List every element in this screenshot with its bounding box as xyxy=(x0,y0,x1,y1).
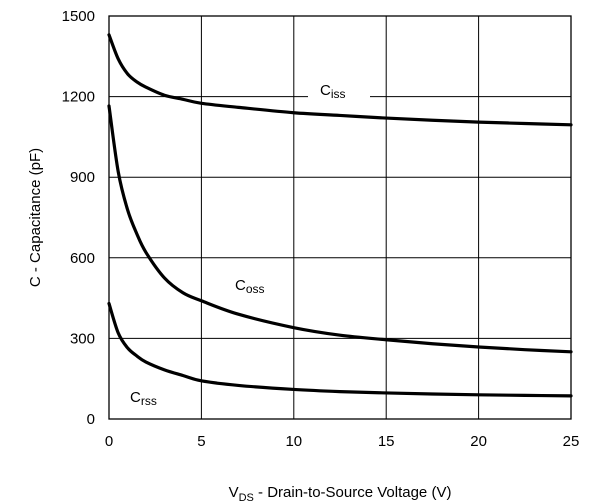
x-axis-title-prefix: V xyxy=(229,484,239,501)
y-tick-label: 1200 xyxy=(62,89,95,106)
series-label-sub: rss xyxy=(141,394,157,408)
series-label-coss: Coss xyxy=(235,277,265,296)
tick-labels: 0 5 10 15 20 25 0 300 600 900 1200 1500 xyxy=(62,8,580,450)
x-tick-label: 25 xyxy=(563,433,580,450)
series-layer xyxy=(107,33,573,398)
series-label-sub: oss xyxy=(246,282,265,296)
x-tick-label: 5 xyxy=(197,433,205,450)
x-tick-label: 0 xyxy=(105,433,113,450)
series-label-crss: Crss xyxy=(130,389,157,408)
series-line-crss xyxy=(107,301,573,398)
x-axis-title-sub: DS xyxy=(239,492,254,502)
series-label-ciss: Ciss xyxy=(320,82,346,101)
plot-frame xyxy=(108,15,572,420)
x-axis-title: VDS - Drain-to-Source Voltage (V) xyxy=(229,484,452,502)
x-axis-title-rest: - Drain-to-Source Voltage (V) xyxy=(254,484,452,501)
y-tick-label: 900 xyxy=(70,169,95,186)
series-label-main: C xyxy=(235,277,246,294)
x-tick-label: 15 xyxy=(378,433,395,450)
series-label-sub: iss xyxy=(331,87,346,101)
series-label-main: C xyxy=(320,82,331,99)
y-tick-label: 0 xyxy=(87,411,95,428)
y-tick-label: 1500 xyxy=(62,8,95,25)
y-tick-label: 600 xyxy=(70,250,95,267)
series-line-coss xyxy=(107,104,573,354)
grid-layer xyxy=(108,15,572,420)
x-tick-label: 10 xyxy=(285,433,302,450)
series-line-ciss xyxy=(107,33,573,127)
y-axis-title: C - Capacitance (pF) xyxy=(27,148,44,287)
series-label-main: C xyxy=(130,389,141,406)
x-tick-label: 20 xyxy=(470,433,487,450)
y-tick-label: 300 xyxy=(70,330,95,347)
label-backdrop xyxy=(308,83,370,103)
